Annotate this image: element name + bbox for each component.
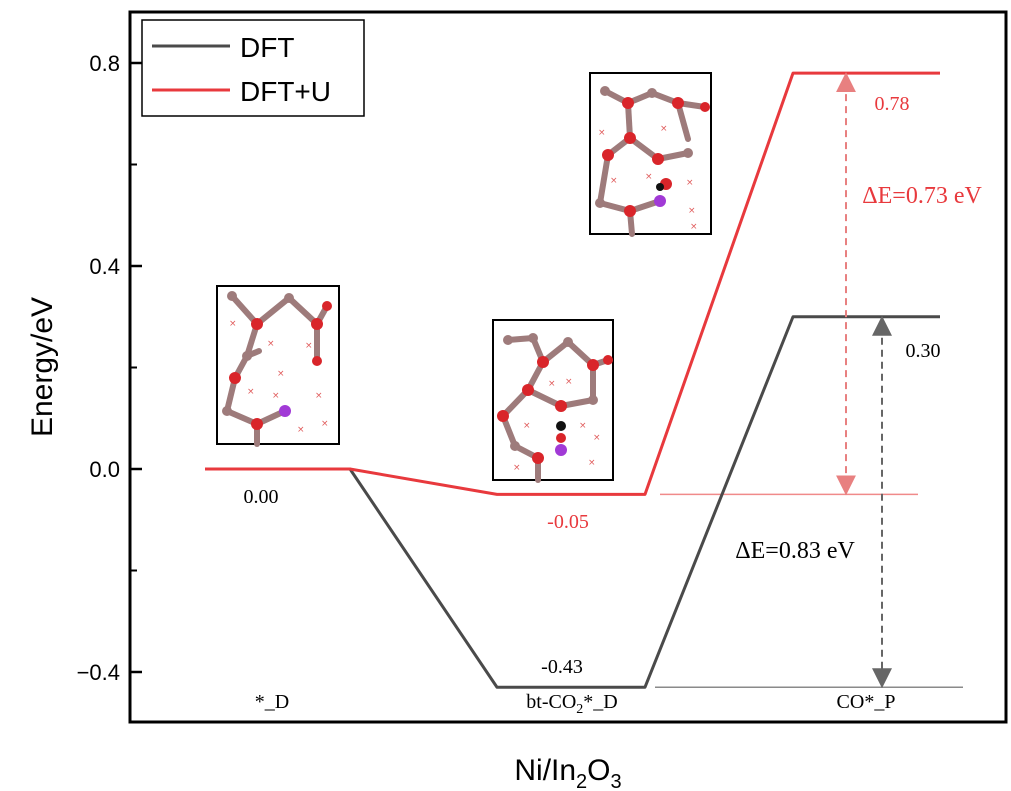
category-label: *_D xyxy=(255,691,289,713)
category-label: bt-CO2*_D xyxy=(526,691,617,717)
svg-text:×: × xyxy=(247,387,255,397)
svg-text:×: × xyxy=(690,222,698,232)
value-label: 0.00 xyxy=(244,486,279,508)
svg-text:×: × xyxy=(688,206,696,216)
svg-text:×: × xyxy=(548,379,556,389)
y-tick-label: −0.4 xyxy=(77,660,120,685)
legend-label-dft-u: DFT+U xyxy=(240,76,331,107)
value-label: -0.05 xyxy=(547,511,589,533)
svg-text:×: × xyxy=(593,433,601,443)
y-tick-label: 0.0 xyxy=(89,457,120,482)
series-line-dft-u xyxy=(205,71,940,496)
legend-label-dft: DFT xyxy=(240,32,294,63)
y-tick-label: 0.4 xyxy=(89,254,120,279)
structure-inset-co: × × × × × × × xyxy=(589,72,712,237)
delta-e-annotation: ΔE=0.73 eV xyxy=(862,183,982,209)
svg-text:×: × xyxy=(565,377,573,387)
structure-inset-bt-co2: × × × × × × × xyxy=(492,319,614,483)
value-label: 0.30 xyxy=(906,340,941,362)
svg-text:×: × xyxy=(579,421,587,431)
category-label: CO*_P xyxy=(837,691,896,713)
svg-text:×: × xyxy=(277,369,285,379)
svg-text:×: × xyxy=(660,124,668,134)
svg-text:×: × xyxy=(598,128,606,138)
svg-text:×: × xyxy=(267,339,275,349)
legend-box xyxy=(141,19,365,117)
svg-text:×: × xyxy=(229,319,237,329)
svg-text:×: × xyxy=(645,172,653,182)
structure-inset-initial: × × × × × × × × × xyxy=(216,285,340,447)
svg-text:×: × xyxy=(272,391,280,401)
x-axis-title: Ni/In2O3 xyxy=(514,754,621,791)
svg-text:×: × xyxy=(297,425,305,435)
svg-text:×: × xyxy=(321,419,329,429)
y-axis-title: Energy/eV xyxy=(26,297,59,437)
svg-text:×: × xyxy=(315,391,323,401)
svg-text:×: × xyxy=(686,178,694,188)
y-tick-label: 0.8 xyxy=(89,51,120,76)
delta-e-annotation: ΔE=0.83 eV xyxy=(735,538,855,564)
value-label: -0.43 xyxy=(541,656,583,678)
svg-text:×: × xyxy=(610,176,618,186)
svg-text:×: × xyxy=(523,421,531,431)
svg-text:×: × xyxy=(513,463,521,473)
svg-text:×: × xyxy=(305,341,313,351)
legend: DFT DFT+U xyxy=(141,19,365,117)
value-label: 0.78 xyxy=(875,93,910,115)
svg-text:×: × xyxy=(588,458,596,468)
